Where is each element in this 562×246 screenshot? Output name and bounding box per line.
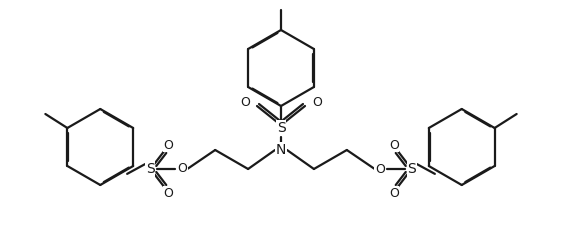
Text: S: S bbox=[407, 162, 416, 176]
Text: O: O bbox=[240, 95, 250, 108]
Text: O: O bbox=[389, 138, 398, 152]
Text: O: O bbox=[164, 138, 173, 152]
Text: O: O bbox=[178, 163, 187, 175]
Text: O: O bbox=[375, 163, 384, 175]
Text: O: O bbox=[389, 186, 398, 200]
Text: O: O bbox=[312, 95, 322, 108]
Text: O: O bbox=[164, 186, 173, 200]
Text: S: S bbox=[277, 121, 285, 135]
Text: S: S bbox=[146, 162, 155, 176]
Text: N: N bbox=[276, 143, 286, 157]
